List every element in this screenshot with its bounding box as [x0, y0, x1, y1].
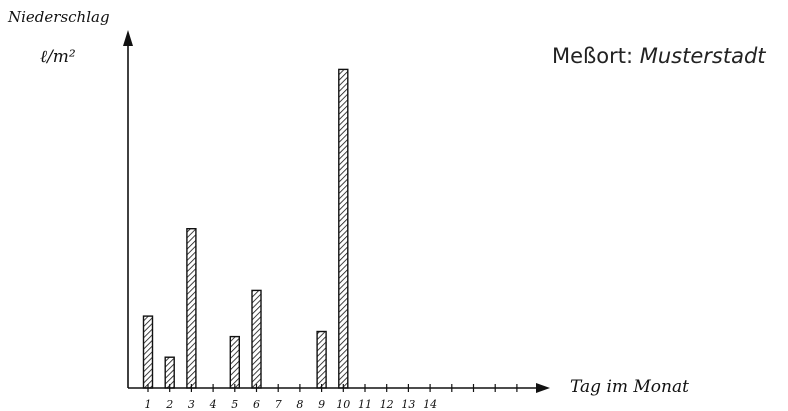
x-tick-label: 11: [358, 398, 372, 411]
x-axis-label: Tag im Monat: [570, 377, 689, 397]
bar-day-5: [229, 335, 241, 389]
x-tick-label: 2: [165, 398, 173, 411]
y-axis-unit: ℓ/m²: [40, 47, 76, 67]
bar-day-10: [338, 68, 349, 389]
bar-day-2: [164, 356, 175, 389]
x-tick-label: 1: [145, 398, 152, 411]
x-tick-label: 13: [401, 398, 415, 411]
bar-day-9: [316, 330, 327, 389]
x-tick-label: 10: [336, 398, 350, 411]
x-axis-arrow: [536, 383, 550, 393]
location-name: Musterstadt: [639, 44, 766, 68]
measurement-location: Meßort: Musterstadt: [552, 44, 766, 68]
bars: [142, 68, 349, 389]
bar-day-3: [186, 227, 197, 389]
x-tick-label: 12: [380, 398, 394, 411]
x-tick-label: 4: [209, 398, 217, 411]
y-axis-arrow: [123, 30, 133, 46]
x-tick-label: 8: [296, 398, 303, 411]
x-tick-label: 3: [188, 398, 195, 411]
x-tick-labels: 1 2 3 4 5 6 7 8 9 10 11 12 13 14: [145, 398, 438, 411]
location-label: Meßort:: [552, 44, 634, 68]
x-tick-label: 5: [231, 398, 238, 411]
x-tick-label: 14: [423, 398, 437, 411]
x-tick-label: 7: [275, 398, 282, 411]
x-ticks: [147, 384, 518, 392]
bar-day-6: [251, 289, 262, 389]
y-axis-label: Niederschlag: [7, 8, 110, 26]
x-tick-label: 9: [318, 398, 325, 411]
axes: [123, 30, 550, 393]
x-tick-label: 6: [253, 398, 260, 411]
bar-day-1: [142, 315, 154, 389]
